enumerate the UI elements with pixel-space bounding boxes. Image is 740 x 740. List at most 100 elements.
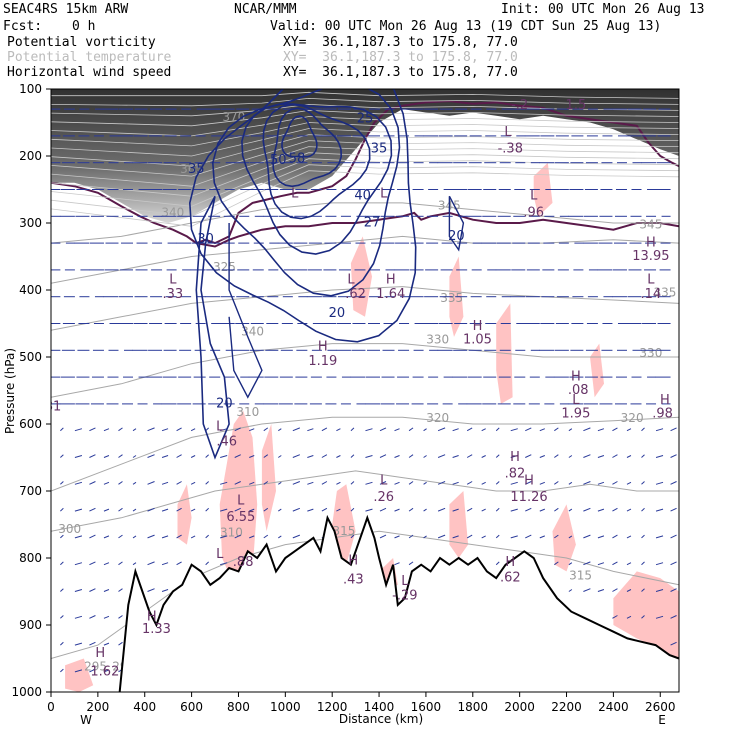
y-tick-label-1: 200: [19, 149, 42, 163]
wind-vector-520: [466, 427, 473, 432]
wind-vector-436: [394, 508, 400, 512]
wind-vector-661: [583, 454, 591, 458]
theta-label-18: 295: [84, 660, 107, 674]
wind-vector-416: [379, 427, 387, 432]
wind-vector-335: [307, 455, 314, 458]
wind-speed-contour-5: [188, 89, 417, 343]
pv-extremum-label-4: L: [216, 547, 224, 562]
wind-speed-label-7: 35: [188, 162, 205, 177]
wind-vector-78: [103, 428, 110, 432]
wind-vector-63: [89, 615, 96, 619]
wind-vector-214: [205, 454, 209, 458]
wind-vector-266: [249, 428, 255, 432]
pv-extremum-label-33: H: [386, 272, 396, 287]
wind-vector-472: [423, 508, 427, 512]
pv-extremum-label-42: .14: [641, 287, 662, 302]
pv-extremum-label-44: .96: [523, 205, 544, 220]
wind-speed-contour-3: [241, 103, 393, 255]
theta-label-4: 340: [241, 325, 264, 339]
theta-strat-contour-4: [51, 116, 679, 137]
wind-vector-198: [190, 481, 196, 485]
y-tick-label-8: 900: [19, 618, 42, 632]
wind-vector-337: [307, 508, 314, 512]
wind-vector-624: [554, 454, 559, 458]
wind-vector-521: [466, 454, 473, 458]
wind-vector-557: [495, 507, 500, 512]
theta-label-12: 345: [639, 217, 662, 231]
wind-vector-522: [466, 481, 473, 485]
pv-extremum-label-2: H: [95, 646, 105, 661]
wind-vector-268: [249, 481, 255, 485]
theta-label-1: 370: [222, 110, 245, 124]
wind-vector-367: [336, 428, 341, 432]
wind-vector-438: [394, 562, 400, 566]
wind-vector-215: [205, 481, 209, 485]
wind-vector-722: [626, 535, 632, 539]
wind-vector-145: [147, 561, 155, 566]
wind-speed-contour-1: [272, 107, 343, 188]
wind-vector-58: [89, 481, 96, 485]
pv-extremum-label-25: 1.95: [561, 406, 590, 421]
wind-vector-725: [626, 615, 632, 619]
wind-vector-251: [234, 481, 241, 485]
theta-label-10: 330: [639, 346, 662, 360]
forecast-label: Fcst:: [3, 19, 43, 34]
wind-vector-606: [539, 428, 545, 432]
wind-vector-744: [641, 588, 645, 592]
wind-vector-83: [103, 562, 110, 566]
theta-strat-contour-8: [51, 140, 679, 177]
wind-vector-216: [205, 507, 209, 512]
wind-vector-102: [118, 481, 123, 485]
pv-extremum-label-29: H: [318, 339, 328, 354]
pv-extremum-label-1: 1.33: [142, 622, 171, 637]
wind-vector-318: [292, 454, 301, 458]
wind-vector-146: [147, 588, 155, 592]
pv-extremum-label-47: L: [380, 187, 388, 202]
wind-vector-724: [626, 589, 632, 592]
terrain-line: [118, 514, 679, 692]
wind-vector-559: [495, 561, 500, 566]
wind-vector-573: [510, 455, 518, 458]
y-tick-label-4: 500: [19, 350, 42, 364]
wind-vector-576: [510, 535, 518, 539]
wind-vector-590: [525, 454, 532, 458]
wind-vector-140: [147, 427, 155, 432]
wind-vector-419: [379, 507, 387, 512]
wind-vector-80: [103, 481, 110, 485]
wind-vector-488: [437, 481, 446, 485]
wind-vector-745: [641, 615, 645, 619]
pv-extremum-label-49: -.2: [511, 98, 528, 113]
wind-speed-contour-east: [448, 195, 465, 252]
wind-vector-370: [336, 508, 341, 512]
theta-label-2: 340: [161, 205, 184, 219]
legend-theta-name: Potential temperature: [7, 50, 172, 65]
wind-speed-contour-tail2: [228, 223, 263, 399]
wind-vector-108: [118, 641, 123, 646]
wind-vector-589: [525, 427, 532, 432]
wind-vector-124: [132, 481, 137, 485]
y-tick-label-6: 700: [19, 484, 42, 498]
wind-vector-610: [539, 535, 545, 539]
wind-vector-232: [220, 455, 228, 458]
wind-vector-786: [670, 641, 677, 646]
forecast-hour: 0 h: [72, 19, 96, 34]
wind-vector-40: [74, 589, 83, 592]
wind-vector-486: [437, 427, 446, 432]
east-label: E: [658, 713, 666, 727]
pv-extremum-label-12: L: [237, 493, 245, 508]
wind-vector-572: [510, 428, 518, 432]
wind-vector-575: [510, 508, 518, 512]
wind-vector-300: [278, 428, 282, 432]
pv-extremum-label-22: H: [571, 369, 581, 384]
theta-contour-4: [51, 286, 679, 331]
legend-wind-xy: XY= 36.1,187.3 to 175.8, 77.0: [283, 65, 518, 80]
theta-strat-contour-3: [51, 109, 679, 127]
wind-vector-738: [641, 427, 645, 432]
y-tick-label-7: 800: [19, 551, 42, 565]
pv-extremum-label-8: L: [401, 574, 409, 589]
pv-extremum-label-30: 1.19: [308, 354, 337, 369]
wind-speed-label-2: 40: [354, 189, 371, 204]
wind-vector-554: [495, 427, 500, 432]
x-tick-label-3: 600: [180, 700, 203, 714]
